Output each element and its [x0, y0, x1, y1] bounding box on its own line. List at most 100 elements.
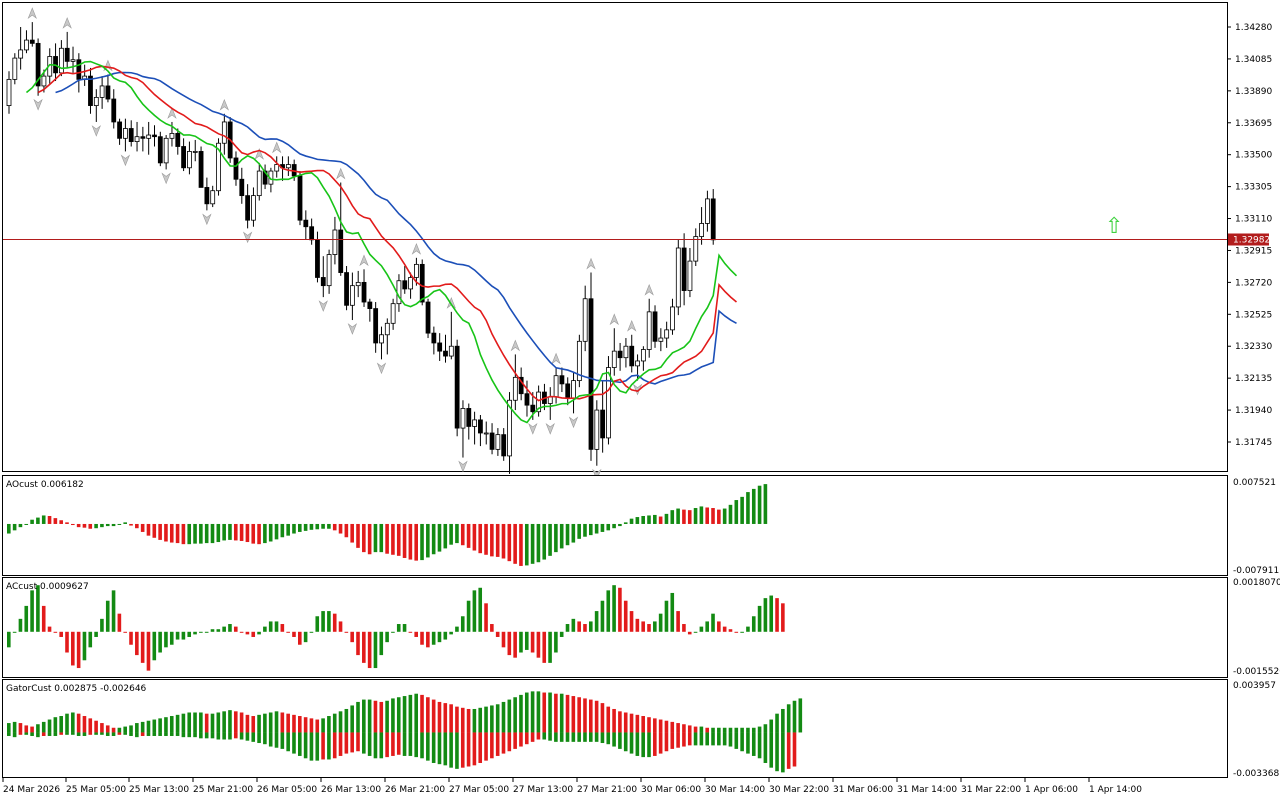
ao-bar — [217, 524, 221, 542]
gator-upper-bar — [688, 725, 692, 732]
ao-bar — [676, 509, 680, 524]
gator-upper-bar — [321, 718, 325, 732]
gator-lower-bar — [455, 732, 459, 768]
ao-bar — [758, 486, 762, 524]
price-tick-label: 1.32135 — [1235, 374, 1272, 384]
ac-bar — [71, 632, 75, 666]
ao-bar — [455, 524, 459, 543]
gator-lower-bar — [711, 732, 715, 745]
ao-bar — [100, 524, 104, 527]
ac-bar — [19, 619, 23, 632]
gator-lower-bar — [281, 732, 285, 748]
gator-lower-bar — [275, 732, 279, 747]
gator-lower-bar — [83, 732, 87, 736]
ac-bar — [601, 601, 605, 632]
price-tick-label: 1.34085 — [1235, 55, 1272, 65]
ac-bar — [246, 632, 250, 635]
ao-bar — [409, 524, 413, 560]
gator-lower-bar — [54, 732, 58, 736]
gator-lower-bar — [199, 732, 203, 738]
gator-lower-bar — [566, 732, 570, 741]
ao-bar — [624, 522, 628, 524]
ac-bar — [391, 632, 395, 633]
gator-lower-bar — [100, 732, 104, 734]
ao-bar — [548, 524, 552, 556]
gator-upper-bar — [455, 707, 459, 733]
candle-down — [531, 405, 535, 412]
ao-bar — [764, 484, 768, 524]
ao-bar — [618, 524, 622, 526]
gator-upper-bar — [327, 716, 331, 732]
main-price-pane[interactable]: ⇧ — [3, 3, 1228, 488]
candle-down — [106, 86, 110, 99]
gator-upper-bar — [449, 704, 453, 732]
ao-label: AOcust 0.006182 — [6, 480, 84, 490]
ao-bar — [682, 510, 686, 524]
ac-bar — [595, 611, 599, 632]
ao-bar — [374, 524, 378, 552]
gator-upper-bar — [711, 728, 715, 733]
gator-upper-bar — [764, 724, 768, 732]
gator-lower-bar — [193, 732, 197, 737]
gator-lower-bar — [217, 732, 221, 739]
candle-down — [315, 240, 319, 278]
ao-bar — [700, 506, 704, 524]
price-tick-label: 1.31940 — [1235, 406, 1272, 416]
gator-lower-bar — [560, 732, 564, 741]
gator-upper-bar — [554, 694, 558, 733]
candle-up — [513, 377, 517, 400]
candle-up — [694, 237, 698, 262]
gator-pane[interactable]: GatorCust 0.002875 -0.002646 0.003957 -0… — [3, 680, 1280, 780]
gator-lower-bar — [315, 732, 319, 760]
ao-bar — [339, 524, 343, 534]
ac-bar — [59, 632, 63, 637]
ac-bar — [158, 632, 162, 653]
candle-down — [234, 158, 238, 179]
price-tick-label: 1.33695 — [1235, 119, 1272, 129]
gator-upper-bar — [548, 693, 552, 733]
candle-down — [77, 60, 81, 80]
ac-bar — [112, 590, 116, 631]
gator-lower-bar — [723, 732, 727, 745]
ao-bar — [59, 520, 63, 524]
gator-upper-bar — [158, 718, 162, 732]
gator-upper-bar — [525, 693, 529, 733]
gator-lower-bar — [729, 732, 733, 746]
ac-bar — [240, 632, 244, 633]
candle-up — [385, 323, 389, 334]
gator-lower-bar — [636, 732, 640, 755]
gator-lower-bar — [519, 732, 523, 746]
ac-bar — [251, 632, 255, 637]
ao-bar — [19, 524, 23, 527]
time-tick-label: 27 Mar 13:00 — [513, 785, 573, 795]
gator-lower-bar — [135, 732, 139, 737]
ao-pane[interactable]: AOcust 0.006182 0.007521 -0.007911 — [3, 476, 1280, 577]
candle-down — [321, 277, 325, 285]
gator-upper-bar — [397, 697, 401, 732]
ac-bar — [775, 598, 779, 632]
gator-upper-bar — [659, 720, 663, 733]
ac-bar — [257, 632, 261, 635]
gator-lower-bar — [246, 732, 250, 740]
candle-down — [158, 137, 162, 163]
candle-down — [711, 199, 715, 240]
ac-pane[interactable]: ACcust 0.0009627 0.0018070 -0.0015526 — [3, 578, 1280, 678]
ac-bar — [182, 632, 186, 640]
gator-lower-bar — [694, 732, 698, 745]
ao-bar — [269, 524, 273, 542]
ac-bar — [438, 632, 442, 642]
ac-bar — [217, 629, 221, 632]
ac-bar — [670, 593, 674, 632]
ac-bar — [583, 624, 587, 632]
ao-bar — [636, 517, 640, 524]
gator-upper-bar — [42, 722, 46, 733]
ao-bar — [304, 524, 308, 531]
candle-down — [118, 122, 122, 138]
ac-bar — [612, 585, 616, 632]
candle-up — [211, 191, 215, 204]
candle-down — [246, 196, 250, 221]
ao-bar — [572, 524, 576, 543]
candle-up — [350, 286, 354, 306]
ac-bar — [118, 614, 122, 632]
